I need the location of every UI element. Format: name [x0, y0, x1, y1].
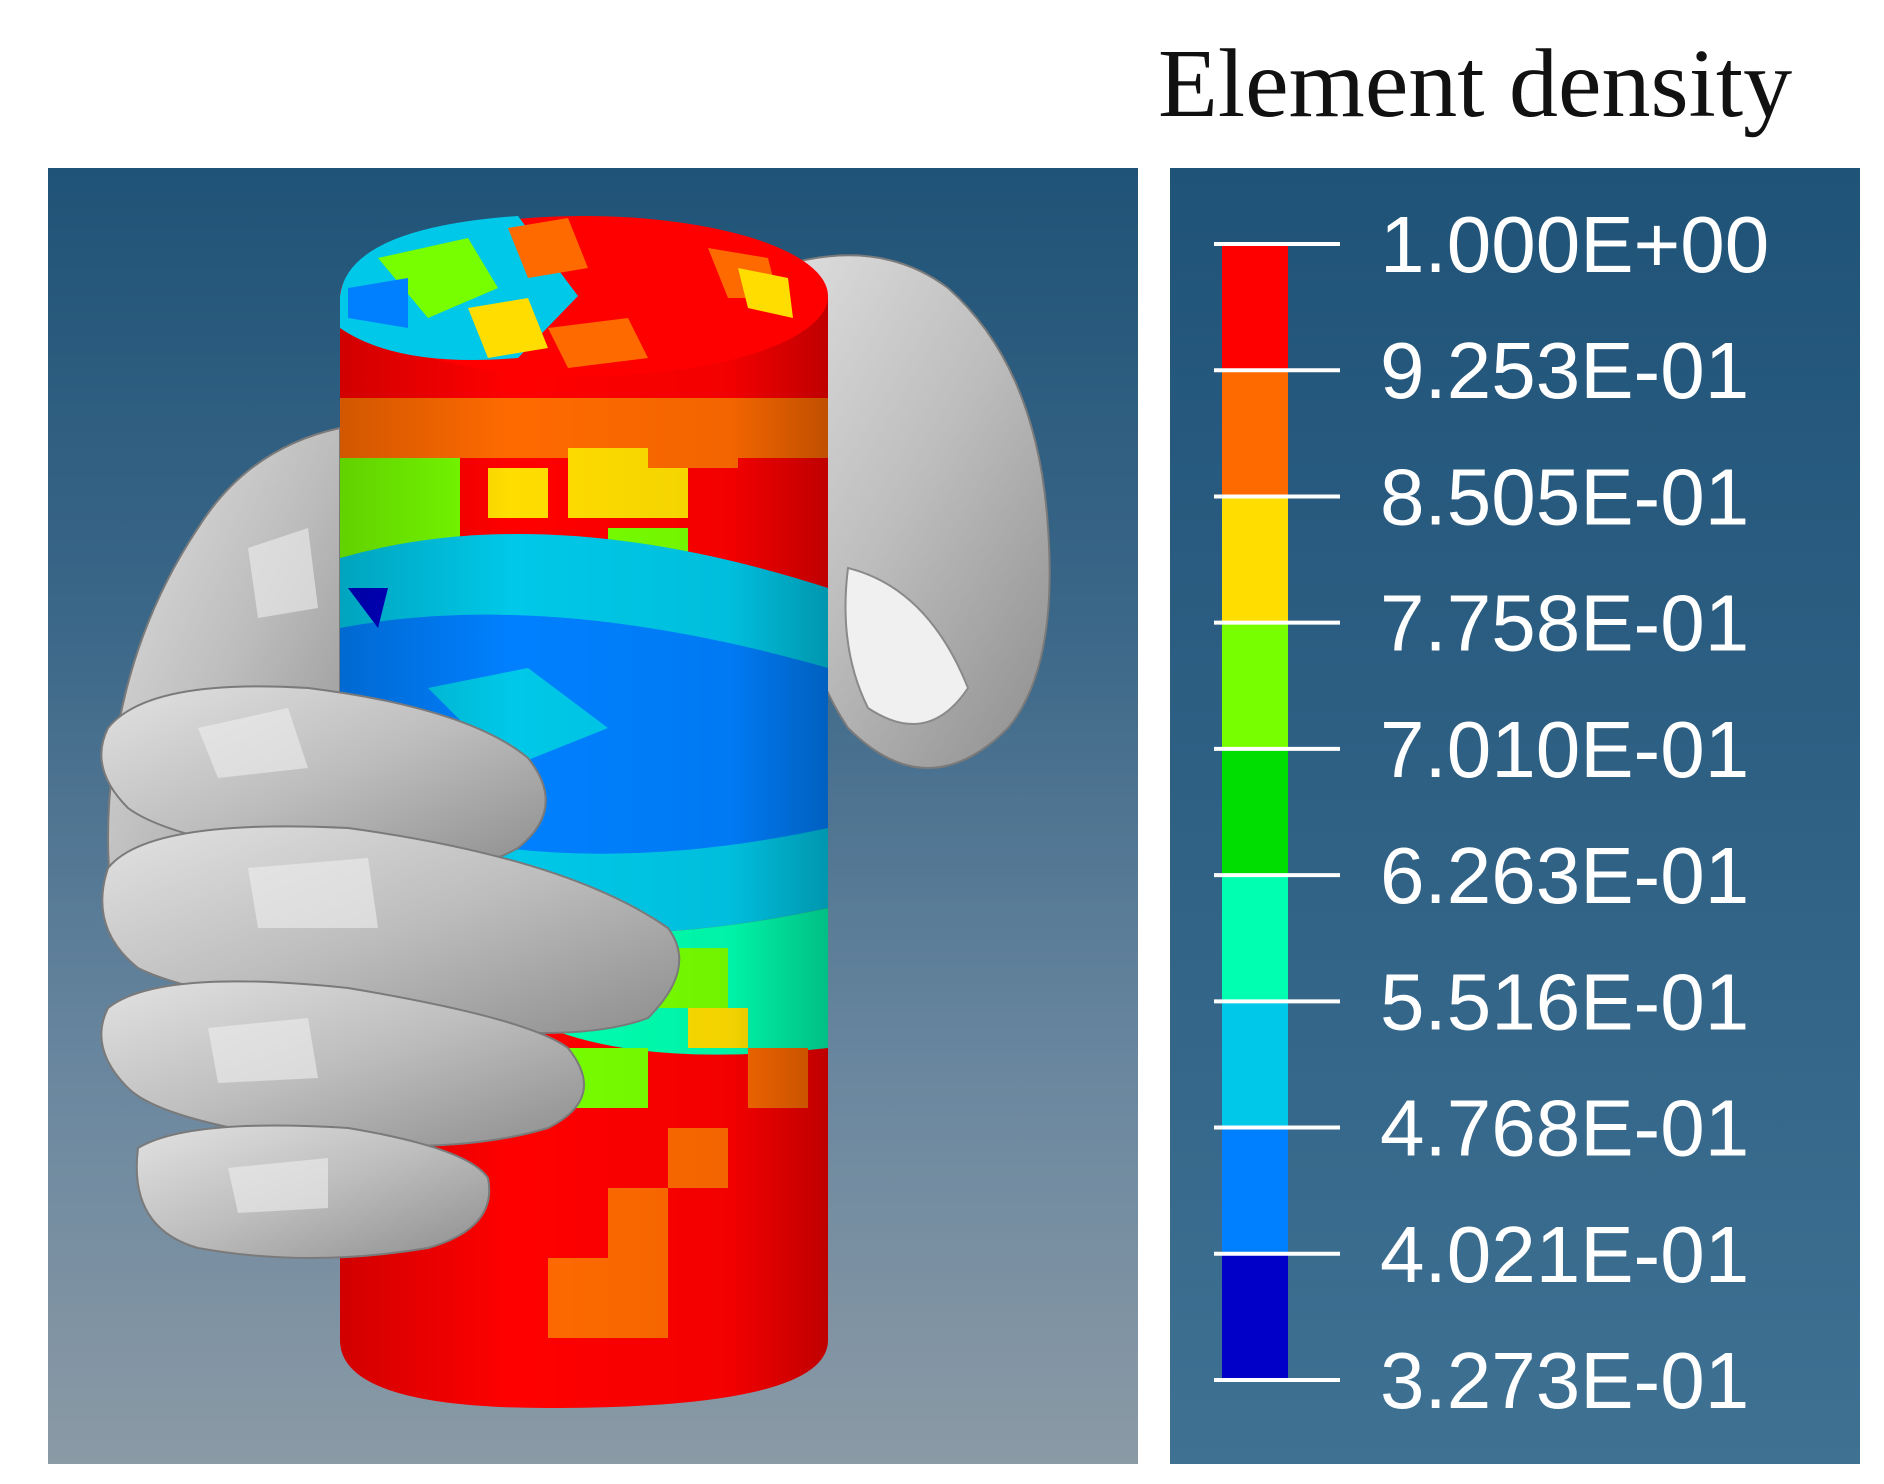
model-viewport[interactable]: [48, 168, 1138, 1464]
legend-swatch: [1222, 622, 1288, 750]
legend-title: Element density: [1158, 30, 1793, 138]
legend-swatch: [1222, 875, 1288, 1002]
cylinder-top: [340, 216, 828, 376]
legend-tick-label: 6.263E-01: [1380, 831, 1749, 920]
legend-panel: 1.000E+00 9.253E-01 8.505E-01 7.758E-01 7.01…: [1170, 168, 1860, 1464]
legend-swatch: [1222, 1127, 1288, 1255]
hand-cylinder-model: [100, 216, 1051, 1408]
legend-swatch: [1222, 748, 1288, 876]
legend-tick-label: 9.253E-01: [1380, 326, 1749, 415]
legend-tick-label: 3.273E-01: [1380, 1336, 1749, 1425]
legend-tick-label: 7.010E-01: [1380, 705, 1749, 794]
legend-tick-label: 4.768E-01: [1380, 1084, 1749, 1173]
legend-swatch: [1222, 496, 1288, 624]
legend-swatch: [1222, 370, 1288, 497]
legend-swatch: [1222, 1253, 1288, 1381]
legend-tick-label: 8.505E-01: [1380, 452, 1749, 541]
legend-tick-label: 5.516E-01: [1380, 957, 1749, 1046]
legend-tick-label: 7.758E-01: [1380, 579, 1749, 668]
legend-swatch: [1222, 244, 1288, 371]
legend-swatch: [1222, 1001, 1288, 1129]
color-legend: 1.000E+00 9.253E-01 8.505E-01 7.758E-01 7.01…: [1214, 200, 1769, 1425]
legend-tick-label: 4.021E-01: [1380, 1210, 1749, 1299]
legend-tick-label: 1.000E+00: [1380, 200, 1769, 289]
